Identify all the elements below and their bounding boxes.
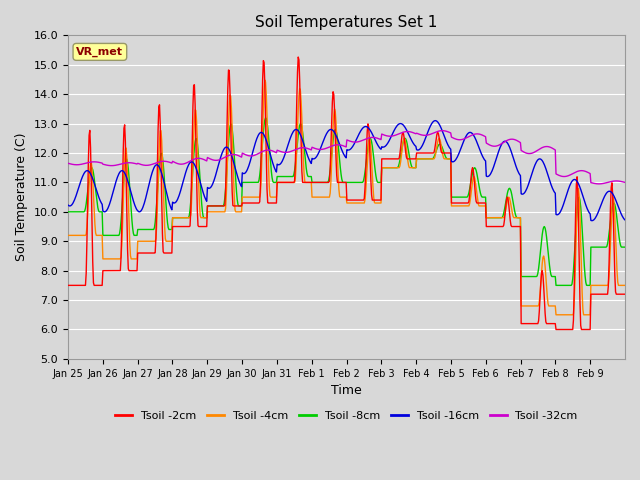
Tsoil -4cm (404, 163, 412, 168)
Tsoil -2cm (129, 268, 137, 274)
Tsoil -2cm (404, 156, 412, 162)
Tsoil -16cm (436, 122, 444, 128)
Tsoil -4cm (261, 77, 269, 83)
Tsoil -16cm (621, 217, 629, 223)
Tsoil -32cm (129, 160, 137, 166)
Tsoil -8cm (282, 174, 289, 180)
Line: Tsoil -8cm: Tsoil -8cm (68, 118, 625, 286)
Tsoil -2cm (64, 283, 72, 288)
Tsoil -2cm (436, 140, 444, 146)
Tsoil -8cm (232, 179, 239, 184)
Tsoil -32cm (232, 152, 239, 157)
Tsoil -4cm (232, 209, 239, 215)
Tsoil -2cm (232, 203, 239, 209)
Tsoil -4cm (436, 136, 444, 142)
Tsoil -8cm (260, 129, 268, 135)
Tsoil -16cm (64, 202, 72, 208)
Tsoil -32cm (404, 129, 412, 134)
Tsoil -32cm (435, 128, 443, 134)
Tsoil -8cm (262, 115, 269, 120)
Tsoil -8cm (552, 283, 560, 288)
X-axis label: Time: Time (331, 384, 362, 397)
Tsoil -4cm (260, 105, 268, 110)
Tsoil -4cm (552, 312, 560, 318)
Tsoil -16cm (431, 118, 439, 123)
Tsoil -8cm (404, 149, 412, 155)
Line: Tsoil -32cm: Tsoil -32cm (68, 131, 625, 184)
Tsoil -16cm (280, 153, 288, 159)
Tsoil -16cm (129, 198, 137, 204)
Tsoil -32cm (438, 128, 446, 133)
Tsoil -16cm (232, 167, 239, 173)
Tsoil -32cm (260, 148, 268, 154)
Tsoil -2cm (260, 58, 268, 63)
Y-axis label: Soil Temperature (C): Soil Temperature (C) (15, 133, 28, 262)
Tsoil -16cm (588, 218, 595, 224)
Tsoil -8cm (621, 244, 629, 250)
Tsoil -2cm (552, 326, 560, 332)
Tsoil -32cm (64, 160, 72, 166)
Tsoil -16cm (260, 131, 268, 137)
Tsoil -8cm (129, 230, 137, 236)
Tsoil -4cm (64, 232, 72, 238)
Tsoil -32cm (595, 181, 603, 187)
Text: VR_met: VR_met (76, 47, 124, 57)
Tsoil -4cm (621, 283, 629, 288)
Tsoil -2cm (621, 291, 629, 297)
Line: Tsoil -16cm: Tsoil -16cm (68, 120, 625, 221)
Tsoil -2cm (280, 180, 288, 185)
Tsoil -2cm (294, 54, 302, 60)
Line: Tsoil -4cm: Tsoil -4cm (68, 80, 625, 315)
Tsoil -4cm (282, 180, 289, 185)
Tsoil -8cm (436, 141, 444, 147)
Line: Tsoil -2cm: Tsoil -2cm (68, 57, 625, 329)
Title: Soil Temperatures Set 1: Soil Temperatures Set 1 (255, 15, 438, 30)
Tsoil -16cm (404, 130, 412, 135)
Tsoil -32cm (280, 149, 288, 155)
Tsoil -32cm (621, 180, 629, 185)
Tsoil -4cm (129, 256, 137, 262)
Legend: Tsoil -2cm, Tsoil -4cm, Tsoil -8cm, Tsoil -16cm, Tsoil -32cm: Tsoil -2cm, Tsoil -4cm, Tsoil -8cm, Tsoi… (111, 407, 582, 425)
Tsoil -8cm (64, 209, 72, 215)
